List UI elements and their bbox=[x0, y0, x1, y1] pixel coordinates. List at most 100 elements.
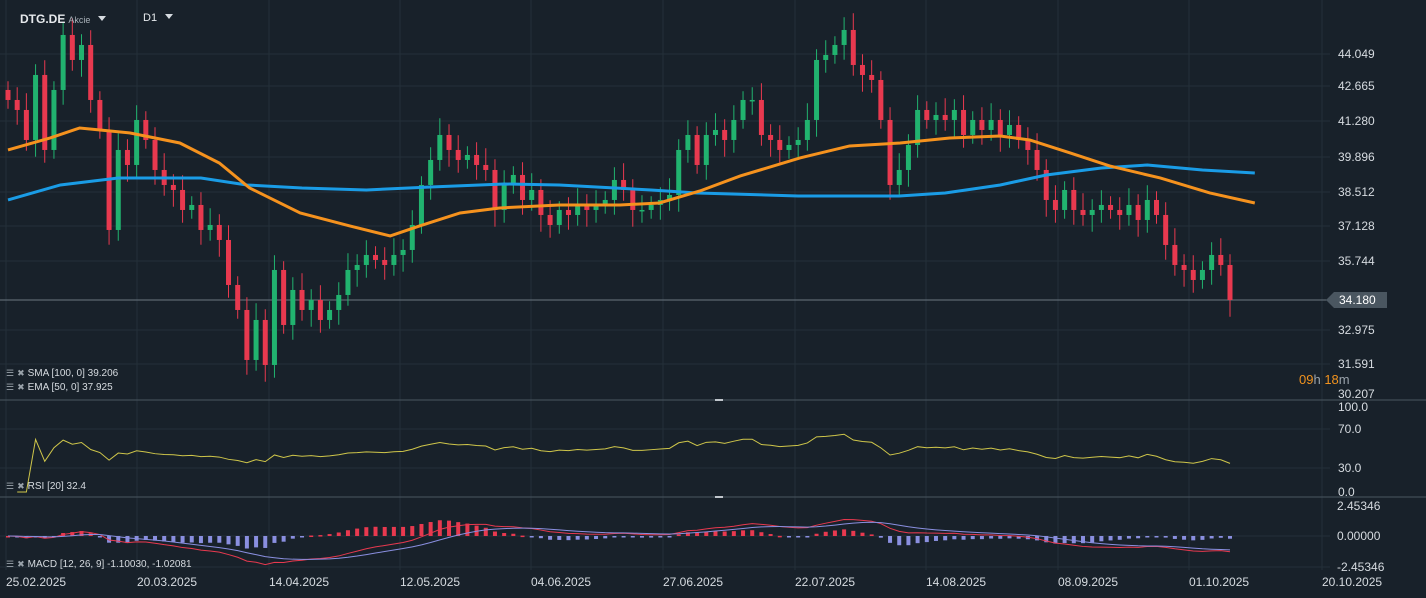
macd-histogram-bar bbox=[842, 529, 847, 536]
candle-up bbox=[327, 309, 333, 320]
candle-down bbox=[1172, 244, 1178, 265]
macd-histogram-bar bbox=[557, 536, 562, 540]
candle-down bbox=[5, 89, 11, 100]
candle-down bbox=[878, 79, 884, 120]
macd-histogram-bar bbox=[1016, 536, 1021, 539]
macd-histogram-bar bbox=[823, 531, 828, 536]
candle-up bbox=[676, 149, 682, 195]
candle-down bbox=[768, 134, 774, 140]
macd-histogram-bar bbox=[520, 535, 525, 538]
settings-icon[interactable]: ☰ bbox=[6, 382, 15, 392]
candle-down bbox=[1080, 209, 1086, 215]
price-axis-label: 30.207 bbox=[1338, 387, 1375, 401]
macd-histogram-bar bbox=[428, 522, 433, 536]
macd-histogram-bar bbox=[1200, 536, 1205, 540]
macd-histogram-bar bbox=[401, 526, 406, 536]
chevron-down-icon[interactable] bbox=[98, 16, 107, 21]
candle-up bbox=[51, 89, 57, 150]
close-icon[interactable]: ✖ bbox=[17, 382, 25, 392]
settings-icon[interactable]: ☰ bbox=[6, 481, 15, 491]
date-axis-label: 20.03.2025 bbox=[137, 575, 197, 589]
price-axis-label: 35.744 bbox=[1338, 254, 1375, 268]
candle-down bbox=[124, 149, 130, 165]
macd-histogram-bar bbox=[79, 530, 84, 536]
close-icon[interactable]: ✖ bbox=[17, 368, 25, 378]
macd-histogram-bar bbox=[658, 536, 663, 538]
macd-histogram-bar bbox=[410, 526, 415, 536]
macd-histogram-bar bbox=[24, 536, 29, 539]
macd-histogram-bar bbox=[575, 536, 580, 540]
macd-histogram-bar bbox=[483, 527, 488, 536]
candle-up bbox=[712, 129, 718, 135]
candle-down bbox=[924, 109, 930, 120]
candle-up bbox=[1098, 204, 1104, 210]
macd-histogram-bar bbox=[373, 526, 378, 536]
macd-histogram-bar bbox=[1080, 536, 1085, 544]
macd-histogram-bar bbox=[125, 536, 130, 544]
macd-histogram-bar bbox=[961, 536, 966, 540]
macd-histogram-bar bbox=[786, 536, 791, 538]
macd-histogram-bar bbox=[456, 522, 461, 536]
macd-histogram-bar bbox=[970, 536, 975, 540]
candle-up bbox=[1199, 269, 1205, 280]
macd-histogram-bar bbox=[851, 530, 856, 536]
close-icon[interactable]: ✖ bbox=[17, 481, 25, 491]
panel-resize-handle[interactable] bbox=[715, 399, 723, 401]
candle-up bbox=[667, 194, 673, 200]
candle-down bbox=[1181, 264, 1187, 270]
chevron-down-icon[interactable] bbox=[165, 14, 174, 19]
candle-up bbox=[593, 204, 599, 210]
candle-up bbox=[428, 159, 434, 185]
price-axis-label: 31.591 bbox=[1338, 357, 1375, 371]
macd-histogram-bar bbox=[594, 536, 599, 540]
panel-resize-handle[interactable] bbox=[715, 496, 723, 498]
candle-down bbox=[520, 174, 526, 200]
candle-up bbox=[556, 209, 562, 225]
macd-histogram-bar bbox=[676, 534, 681, 536]
candle-up bbox=[400, 249, 406, 255]
candle-up bbox=[823, 54, 829, 60]
macd-histogram-bar bbox=[612, 536, 617, 538]
macd-histogram-bar bbox=[1044, 536, 1049, 543]
candle-up bbox=[336, 294, 342, 310]
candle-up bbox=[731, 119, 737, 140]
macd-histogram-bar bbox=[1218, 536, 1223, 538]
candle-up bbox=[648, 204, 654, 210]
macd-histogram-bar bbox=[989, 536, 994, 539]
symbol-selector[interactable]: DTG.DE Akcie bbox=[20, 12, 107, 26]
price-axis-label: 39.896 bbox=[1338, 150, 1375, 164]
candle-up bbox=[354, 264, 360, 270]
macd-histogram-bar bbox=[924, 536, 929, 543]
macd-histogram-bar bbox=[722, 531, 727, 536]
settings-icon[interactable]: ☰ bbox=[6, 559, 15, 569]
macd-histogram-bar bbox=[116, 536, 121, 543]
symbol-label: DTG.DE bbox=[20, 12, 66, 26]
candle-down bbox=[777, 139, 783, 150]
close-icon[interactable]: ✖ bbox=[17, 559, 25, 569]
candle-down bbox=[1227, 264, 1233, 300]
date-axis-label: 27.06.2025 bbox=[663, 575, 723, 589]
interval-selector[interactable]: D1 bbox=[143, 12, 174, 24]
candle-down bbox=[1052, 199, 1058, 210]
candle-up bbox=[79, 44, 85, 60]
macd-histogram-bar bbox=[713, 531, 718, 536]
macd-histogram-bar bbox=[915, 536, 920, 544]
candle-down bbox=[584, 204, 590, 210]
settings-icon[interactable]: ☰ bbox=[6, 368, 15, 378]
candle-down bbox=[694, 134, 700, 165]
macd-histogram-bar bbox=[437, 520, 442, 536]
macd-histogram-bar bbox=[1209, 536, 1214, 539]
macd-histogram-bar bbox=[263, 536, 268, 548]
macd-histogram-bar bbox=[777, 535, 782, 538]
candle-down bbox=[180, 189, 186, 210]
candle-up bbox=[271, 269, 277, 365]
candle-down bbox=[198, 204, 204, 230]
legend-ema: ☰ ✖ EMA [50, 0] 37.925 bbox=[6, 382, 113, 393]
timer-minutes: 18 bbox=[1324, 372, 1339, 387]
candle-down bbox=[88, 44, 94, 100]
macd-histogram-bar bbox=[832, 530, 837, 536]
macd-histogram-bar bbox=[180, 536, 185, 543]
candle-up bbox=[253, 319, 259, 360]
